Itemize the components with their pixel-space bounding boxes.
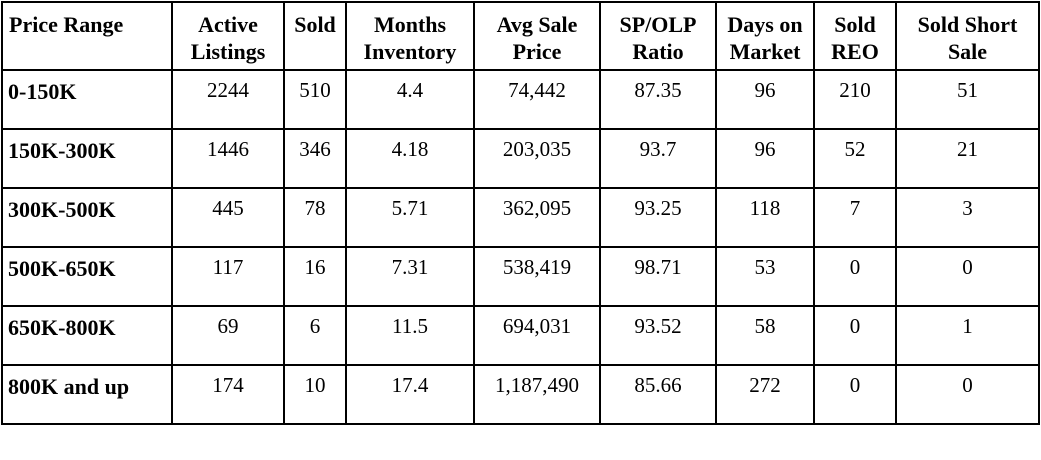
header-sold-short-sale: Sold Short Sale — [895, 1, 1040, 71]
days-on-market-cell: 118 — [715, 187, 815, 248]
sold-short-sale-cell: 3 — [895, 187, 1040, 248]
days-on-market-cell: 96 — [715, 128, 815, 189]
days-on-market-cell: 58 — [715, 305, 815, 366]
header-sold-reo: Sold REO — [813, 1, 897, 71]
sold-short-sale-cell: 21 — [895, 128, 1040, 189]
header-avg-sale-price: Avg Sale Price — [473, 1, 601, 71]
avg-sale-price-cell: 694,031 — [473, 305, 601, 366]
sold-cell: 10 — [283, 364, 347, 425]
table-row: 500K-650K 117 16 7.31 538,419 98.71 53 0… — [1, 246, 1040, 307]
active-listings-cell: 117 — [171, 246, 285, 307]
sold-reo-cell: 7 — [813, 187, 897, 248]
sold-reo-cell: 52 — [813, 128, 897, 189]
sp-olp-ratio-cell: 98.71 — [599, 246, 717, 307]
active-listings-cell: 174 — [171, 364, 285, 425]
days-on-market-cell: 53 — [715, 246, 815, 307]
price-range-cell: 500K-650K — [1, 246, 173, 307]
header-days-on-market: Days on Market — [715, 1, 815, 71]
table-row: 150K-300K 1446 346 4.18 203,035 93.7 96 … — [1, 128, 1040, 189]
months-inventory-cell: 5.71 — [345, 187, 475, 248]
price-range-cell: 150K-300K — [1, 128, 173, 189]
months-inventory-cell: 4.4 — [345, 69, 475, 130]
sold-short-sale-cell: 1 — [895, 305, 1040, 366]
price-range-cell: 300K-500K — [1, 187, 173, 248]
header-row: Price Range Active Listings Sold Months … — [1, 1, 1040, 71]
table-row: 800K and up 174 10 17.4 1,187,490 85.66 … — [1, 364, 1040, 425]
sold-short-sale-cell: 51 — [895, 69, 1040, 130]
sp-olp-ratio-cell: 93.25 — [599, 187, 717, 248]
months-inventory-cell: 4.18 — [345, 128, 475, 189]
table-row: 300K-500K 445 78 5.71 362,095 93.25 118 … — [1, 187, 1040, 248]
sold-cell: 346 — [283, 128, 347, 189]
header-sold: Sold — [283, 1, 347, 71]
avg-sale-price-cell: 362,095 — [473, 187, 601, 248]
sold-reo-cell: 0 — [813, 364, 897, 425]
sold-cell: 6 — [283, 305, 347, 366]
active-listings-cell: 445 — [171, 187, 285, 248]
sold-cell: 16 — [283, 246, 347, 307]
months-inventory-cell: 7.31 — [345, 246, 475, 307]
header-months-inventory: Months Inventory — [345, 1, 475, 71]
sp-olp-ratio-cell: 93.7 — [599, 128, 717, 189]
table-row: 0-150K 2244 510 4.4 74,442 87.35 96 210 … — [1, 69, 1040, 130]
active-listings-cell: 69 — [171, 305, 285, 366]
sp-olp-ratio-cell: 87.35 — [599, 69, 717, 130]
sold-reo-cell: 0 — [813, 246, 897, 307]
months-inventory-cell: 11.5 — [345, 305, 475, 366]
sold-reo-cell: 0 — [813, 305, 897, 366]
sp-olp-ratio-cell: 93.52 — [599, 305, 717, 366]
active-listings-cell: 2244 — [171, 69, 285, 130]
days-on-market-cell: 272 — [715, 364, 815, 425]
avg-sale-price-cell: 1,187,490 — [473, 364, 601, 425]
sp-olp-ratio-cell: 85.66 — [599, 364, 717, 425]
header-price-range: Price Range — [1, 1, 173, 71]
active-listings-cell: 1446 — [171, 128, 285, 189]
header-sp-olp-ratio: SP/OLP Ratio — [599, 1, 717, 71]
avg-sale-price-cell: 203,035 — [473, 128, 601, 189]
avg-sale-price-cell: 74,442 — [473, 69, 601, 130]
price-range-cell: 0-150K — [1, 69, 173, 130]
market-stats-table: Price Range Active Listings Sold Months … — [1, 1, 1040, 425]
days-on-market-cell: 96 — [715, 69, 815, 130]
sold-short-sale-cell: 0 — [895, 364, 1040, 425]
sold-short-sale-cell: 0 — [895, 246, 1040, 307]
sold-reo-cell: 210 — [813, 69, 897, 130]
months-inventory-cell: 17.4 — [345, 364, 475, 425]
price-range-cell: 800K and up — [1, 364, 173, 425]
price-range-cell: 650K-800K — [1, 305, 173, 366]
table-row: 650K-800K 69 6 11.5 694,031 93.52 58 0 1 — [1, 305, 1040, 366]
avg-sale-price-cell: 538,419 — [473, 246, 601, 307]
sold-cell: 78 — [283, 187, 347, 248]
sold-cell: 510 — [283, 69, 347, 130]
header-active-listings: Active Listings — [171, 1, 285, 71]
